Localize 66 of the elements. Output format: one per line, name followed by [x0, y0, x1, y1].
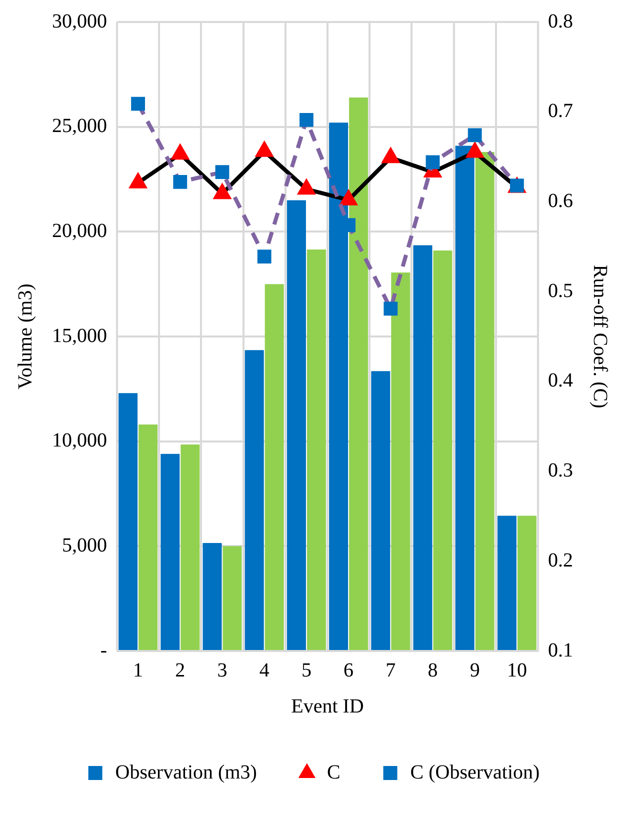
y2-tick-label: 0.1: [548, 639, 573, 662]
bar: [371, 371, 390, 650]
point: [173, 174, 188, 189]
point: [214, 184, 230, 200]
x-tick-label: 8: [428, 659, 438, 682]
bar: [517, 516, 536, 650]
y-tick-label: 15,000: [52, 324, 107, 347]
x-axis-title: Event ID: [291, 695, 364, 718]
x-tick-label: 5: [301, 659, 312, 682]
point: [256, 142, 272, 157]
point: [257, 250, 272, 264]
x-tick-label: 9: [470, 659, 480, 682]
legend-label: C (Observation): [410, 761, 540, 784]
bar: [497, 516, 516, 650]
legend-label: C: [326, 761, 340, 784]
y2-tick-label: 0.6: [548, 190, 573, 212]
point: [426, 155, 440, 170]
bar: [222, 546, 242, 650]
point: [215, 165, 230, 180]
x-tick-label: 3: [217, 659, 228, 682]
bar: [413, 245, 432, 650]
bar: [138, 424, 158, 650]
bar: [244, 350, 264, 650]
x-tick-label: 7: [386, 659, 396, 682]
bar: [160, 454, 180, 650]
bar: [433, 250, 452, 650]
y-tick-label: 25,000: [52, 115, 107, 138]
y-tick-label: 30,000: [52, 10, 107, 32]
point: [172, 145, 188, 160]
y2-axis-title: Run-off Coef. (C): [588, 264, 611, 408]
bar: [455, 146, 474, 650]
point: [298, 180, 315, 195]
y-tick-label: 20,000: [52, 220, 107, 242]
point: [131, 96, 145, 111]
bar: [475, 152, 494, 650]
y2-tick-label: 0.5: [548, 280, 573, 302]
bar: [264, 284, 284, 650]
y2-tick-label: 0.3: [548, 460, 573, 482]
point: [340, 190, 357, 206]
point: [130, 174, 146, 188]
y2-tick-label: 0.2: [548, 549, 573, 572]
y-axis-title: Volume (m3): [14, 284, 36, 390]
x-tick-label: 4: [259, 659, 270, 682]
y2-tick-label: 0.8: [548, 10, 573, 32]
y2-tick-label: 0.4: [548, 370, 573, 392]
point: [300, 112, 314, 127]
bar: [202, 543, 222, 650]
point: [468, 128, 482, 142]
legend-label: Observation (m3): [115, 761, 257, 784]
bar: [306, 249, 326, 650]
x-tick-label: 6: [344, 659, 354, 682]
bar: [180, 444, 200, 650]
x-tick-label: 10: [506, 659, 527, 682]
bar: [118, 393, 138, 650]
y2-tick-label: 0.7: [548, 100, 573, 122]
point: [382, 148, 399, 164]
x-tick-label: 2: [175, 659, 186, 682]
x-tick-label: 1: [133, 659, 144, 682]
bar: [349, 97, 368, 650]
y-tick-label: 10,000: [52, 430, 107, 452]
bar: [391, 272, 410, 650]
y-tick-label: -: [100, 639, 107, 662]
y-tick-label: 5,000: [62, 534, 107, 556]
point: [466, 143, 483, 158]
point: [384, 302, 398, 316]
bar: [286, 200, 306, 650]
